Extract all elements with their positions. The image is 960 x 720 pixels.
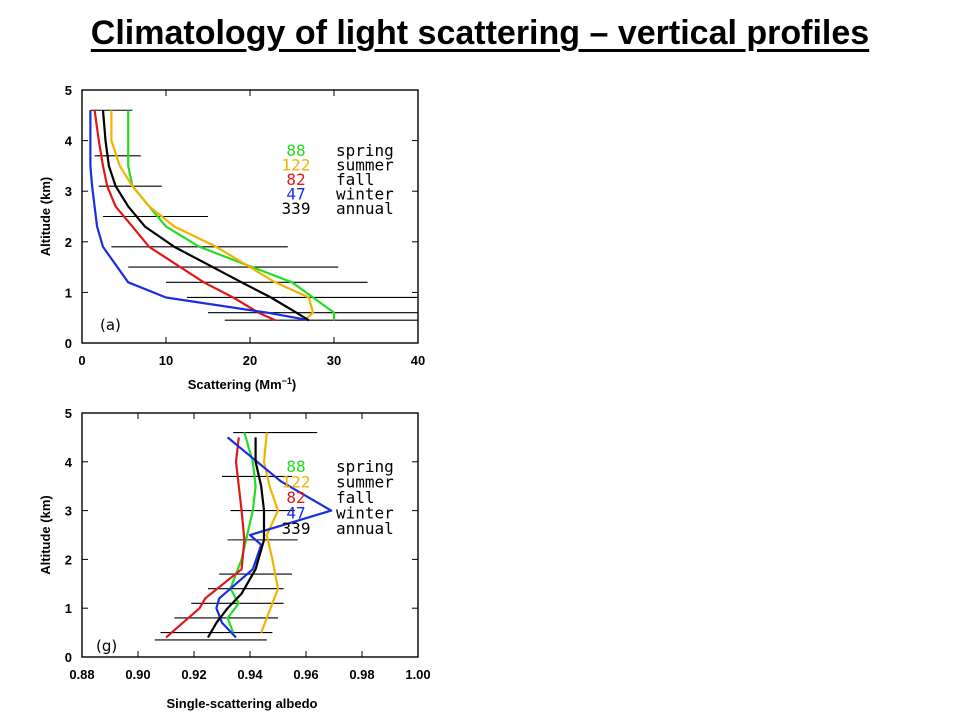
scat-x-axis-label-sup: −1 [282, 376, 292, 386]
albedo-legend-name: annual [336, 519, 394, 538]
scat-legend-count: 339 [282, 199, 311, 218]
albedo-y-tick-label: 0 [65, 650, 72, 665]
albedo-x-tick-label: 0.92 [181, 667, 206, 682]
albedo-series-fall [165, 437, 246, 639]
scat-x-tick-label: 20 [243, 353, 257, 368]
albedo-x-tick-label: 0.96 [293, 667, 318, 682]
albedo-x-tick-label: 0.98 [349, 667, 374, 682]
scat-series-summer [110, 110, 315, 322]
albedo-legend-name: fall [336, 488, 375, 507]
slide-title: Climatology of light scattering – vertic… [90, 14, 870, 52]
scat-y-axis-label: Altitude (km) [38, 177, 53, 256]
albedo-series-winter [215, 436, 333, 639]
scat-y-tick-label: 4 [65, 134, 73, 149]
albedo-series-annual [207, 437, 266, 639]
albedo-series-summer [260, 432, 280, 633]
scat-x-tick-label: 10 [159, 353, 173, 368]
scat-y-tick-label: 1 [65, 285, 72, 300]
albedo-x-tick-label: 1.00 [405, 667, 430, 682]
albedo-panel-label: (g) [96, 637, 117, 655]
scat-series-fall [93, 110, 276, 322]
scat-legend-name: annual [336, 199, 394, 218]
scat-series-winter [89, 110, 309, 322]
scat-legend-count: 47 [286, 185, 305, 204]
scattering-profile-chart: 0 10 20 30 40 0 1 2 3 4 5 Scattering (Mm−1) Altitude… [38, 83, 425, 392]
scat-y-tick-label: 0 [65, 336, 72, 351]
albedo-y-tick-label: 5 [65, 406, 72, 421]
scat-legend-name: summer [336, 156, 394, 175]
scat-legend-count: 122 [282, 156, 311, 175]
scat-x-axis-label: Scattering (Mm−1) [188, 376, 297, 392]
albedo-x-tick-label: 0.94 [237, 667, 263, 682]
albedo-legend-count: 339 [282, 519, 311, 538]
albedo-x-tick-label: 0.88 [69, 667, 94, 682]
albedo-legend-count: 122 [282, 473, 311, 492]
albedo-legend-count: 88 [286, 457, 305, 476]
albedo-y-tick-label: 2 [65, 552, 72, 567]
scat-y-tick-label: 3 [65, 184, 72, 199]
albedo-legend-name: spring [336, 457, 394, 476]
albedo-legend-name: winter [336, 504, 394, 523]
albedo-y-axis-label: Altitude (km) [38, 495, 53, 574]
scat-legend-name: fall [336, 170, 375, 189]
scat-legend-name: spring [336, 141, 394, 160]
albedo-x-tick-label: 0.90 [125, 667, 150, 682]
albedo-y-tick-label: 3 [65, 504, 72, 519]
albedo-legend-count: 47 [286, 504, 305, 523]
scat-series-spring [127, 110, 336, 321]
scat-y-tick-label: 2 [65, 235, 72, 250]
scat-legend-count: 82 [286, 170, 305, 189]
scat-x-axis-label-suffix: ) [292, 377, 296, 392]
scat-legend-name: winter [336, 185, 394, 204]
scat-series-annual [101, 110, 310, 322]
albedo-x-axis-label: Single-scattering albedo [167, 696, 318, 711]
albedo-y-tick-label: 4 [65, 455, 73, 470]
albedo-legend-name: summer [336, 473, 394, 492]
albedo-profile-chart: 0.88 0.90 0.92 0.94 0.96 0.98 1.00 0 1 2 3 4 5 Single… [38, 406, 431, 711]
scat-legend-count: 88 [286, 141, 305, 160]
scat-x-tick-label: 40 [411, 353, 425, 368]
scat-panel-label: (a) [100, 316, 121, 334]
albedo-legend-count: 82 [286, 488, 305, 507]
albedo-y-tick-label: 1 [65, 601, 72, 616]
scat-y-tick-label: 5 [65, 83, 72, 98]
scat-x-tick-label: 30 [327, 353, 341, 368]
scat-x-tick-label: 0 [78, 353, 85, 368]
